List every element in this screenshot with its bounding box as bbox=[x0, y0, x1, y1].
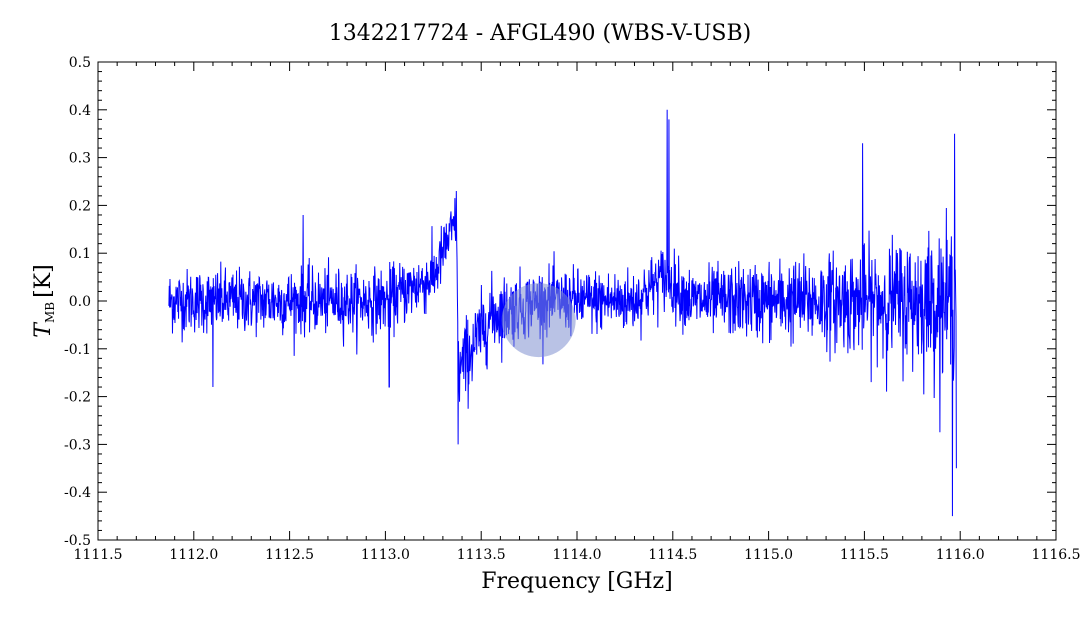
x-axis-label: Frequency [GHz] bbox=[481, 569, 673, 594]
y-tick-label: 0.1 bbox=[69, 246, 91, 262]
y-tick-label: 0.4 bbox=[69, 103, 91, 119]
x-tick-label: 1112.0 bbox=[169, 547, 218, 563]
y-tick-label: -0.2 bbox=[64, 390, 91, 406]
y-tick-labels: 0.5 0.4 0.3 0.2 0.1 0.0 -0.1 -0.2 -0.3 -0.4 -0.5 bbox=[64, 55, 91, 549]
position-marker bbox=[501, 283, 576, 358]
x-tick-label: 1115.5 bbox=[840, 547, 889, 563]
y-tick-label: 0.3 bbox=[69, 151, 91, 167]
x-tick-label: 1114.5 bbox=[648, 547, 697, 563]
x-tick-labels: 1111.5 1112.0 1112.5 1113.0 1113.5 1114.0 1114… bbox=[74, 547, 1080, 563]
y-tick-label: 0.2 bbox=[69, 198, 91, 214]
axis-ticks bbox=[97, 61, 1057, 541]
y-axis-label: TMB [K] bbox=[31, 264, 57, 337]
y-tick-label: -0.5 bbox=[64, 533, 91, 549]
x-tick-label: 1113.0 bbox=[361, 547, 410, 563]
y-axis-label-unit: [K] bbox=[31, 264, 56, 298]
y-tick-label: -0.3 bbox=[64, 437, 91, 453]
y-axis-label-subscript: MB bbox=[43, 302, 57, 323]
x-tick-label: 1114.0 bbox=[553, 547, 602, 563]
x-tick-label: 1113.5 bbox=[457, 547, 506, 563]
x-tick-label: 1112.5 bbox=[265, 547, 314, 563]
x-tick-label: 1115.0 bbox=[744, 547, 793, 563]
x-tick-label: 1116.0 bbox=[936, 547, 985, 563]
y-tick-label: -0.1 bbox=[64, 342, 91, 358]
y-axis-label-symbol: T bbox=[31, 321, 56, 338]
y-tick-label: 0.5 bbox=[69, 55, 91, 71]
y-tick-label: -0.4 bbox=[64, 485, 91, 501]
chart-title: 1342217724 - AFGL490 (WBS-V-USB) bbox=[329, 21, 751, 46]
x-tick-label: 1111.5 bbox=[74, 547, 123, 563]
y-tick-label: 0.0 bbox=[69, 294, 91, 310]
x-tick-label: 1116.5 bbox=[1032, 547, 1080, 563]
